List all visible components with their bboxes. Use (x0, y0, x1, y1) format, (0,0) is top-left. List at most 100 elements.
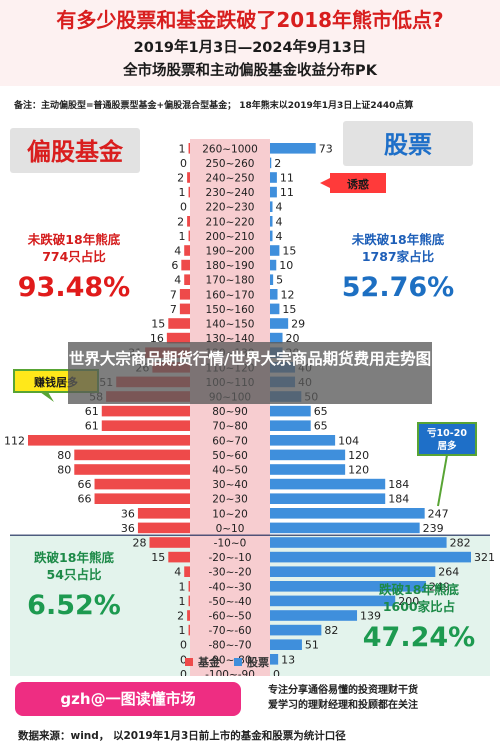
stock-below-pct: 47.24% (363, 622, 475, 653)
category-label: -60~-50 (208, 611, 251, 623)
fund-value-label: 28 (133, 537, 147, 550)
fund-value-label: 1 (179, 142, 186, 155)
category-label: 40~50 (212, 465, 248, 477)
fund-value-label: 61 (85, 405, 99, 418)
fund-value-label: 80 (57, 464, 71, 477)
fund-title: 偏股基金 (27, 138, 124, 166)
fund-bar (188, 230, 190, 242)
fund-bar (188, 143, 190, 154)
stock-value-label: 15 (282, 303, 296, 316)
fund-bar (179, 303, 190, 315)
fund-bar (179, 289, 190, 300)
category-label: 180~190 (206, 260, 255, 272)
stock-above-line1: 未跌破18年熊底 (351, 232, 445, 247)
stock-value-label: 120 (348, 449, 369, 462)
stock-bar (270, 259, 277, 271)
fund-bar (101, 420, 190, 431)
fund-value-label: 1 (179, 595, 186, 608)
fund-bar (149, 537, 190, 548)
stock-value-label: 10 (279, 259, 293, 272)
fund-bar (184, 245, 190, 256)
stock-value-label: 4 (276, 215, 283, 228)
category-label: 160~170 (206, 289, 255, 301)
stock-value-label: 249 (429, 580, 450, 593)
fund-value-label: 36 (121, 507, 135, 520)
category-label: -80~-70 (208, 640, 251, 652)
stock-bar (270, 405, 311, 417)
stock-bar (270, 551, 471, 563)
stock-bar (270, 318, 289, 329)
stock-bar (270, 508, 425, 519)
category-label: 10~20 (212, 508, 248, 520)
fund-bar (187, 610, 190, 621)
fund-value-label: 0 (180, 201, 187, 214)
stock-bar (270, 201, 273, 212)
fund-above-line1: 未跌破18年熊底 (27, 232, 121, 247)
fund-value-label: 1 (179, 230, 186, 243)
stock-bar (270, 654, 279, 665)
fund-value-label: 4 (174, 274, 181, 287)
stock-value-label: 2 (274, 157, 281, 170)
stock-bar (270, 186, 277, 198)
fund-bar (94, 493, 190, 504)
fund-bar (184, 566, 190, 577)
stock-tag: 诱惑 (347, 177, 369, 191)
fund-value-label: 2 (177, 610, 184, 623)
fund-value-label: 2 (177, 172, 184, 185)
stock-bar (270, 522, 420, 534)
stock-bar (270, 143, 316, 154)
stock-bar (270, 157, 272, 169)
stock-bar (270, 230, 273, 242)
promo-line-2: 爱学习的理财经理和投顾都在关注 (268, 700, 418, 711)
stock-bar (270, 566, 436, 577)
stock-bar (270, 245, 280, 256)
fund-bar (166, 332, 190, 344)
stock-value-label: 264 (438, 566, 459, 579)
fund-bar (137, 522, 190, 534)
stock-value-label: 200 (398, 595, 419, 608)
fund-value-label: 15 (151, 318, 165, 331)
stock-bar (270, 639, 302, 650)
stock-bar (270, 289, 278, 300)
category-label: 80~90 (212, 406, 248, 418)
fund-below-line1: 跌破18年熊底 (34, 550, 114, 565)
stock-value-label: 13 (281, 653, 295, 666)
fund-value-label: 7 (170, 303, 177, 316)
stock-value-label: 65 (314, 405, 328, 418)
category-label: 250~260 (206, 158, 255, 170)
legend-fund-swatch (185, 658, 193, 666)
fund-value-label: 0 (180, 668, 187, 676)
fund-bar (184, 274, 190, 285)
fund-tag: 赚钱居多 (33, 375, 78, 389)
stock-bar (270, 172, 277, 183)
fund-bar (188, 595, 190, 607)
overlay-banner: 世界大宗商品期货行情/世界大宗商品期货费用走势图 (68, 342, 432, 404)
fund-value-label: 0 (180, 639, 187, 652)
fund-title-box (10, 128, 140, 173)
fund-value-label: 66 (78, 478, 92, 491)
stock-tag2-arrow (437, 454, 448, 507)
category-label: 150~160 (206, 304, 255, 316)
category-label: 50~60 (212, 450, 248, 462)
fund-bar (137, 508, 190, 519)
stock-bar (270, 610, 358, 621)
category-label: -20~-10 (208, 552, 251, 564)
fund-value-label: 2 (177, 215, 184, 228)
stock-above-line2: 1787家占比 (362, 249, 435, 264)
category-label: 70~80 (212, 421, 248, 433)
category-label: -40~-30 (208, 581, 251, 593)
category-label: 240~250 (206, 173, 255, 185)
fund-value-label: 0 (180, 157, 187, 170)
category-label: 20~30 (212, 494, 248, 506)
fund-bar (188, 186, 190, 198)
fund-value-label: 6 (171, 259, 178, 272)
category-label: 140~150 (206, 319, 255, 331)
stock-bar (270, 303, 280, 315)
stock-bar (270, 478, 386, 490)
category-label: 170~180 (206, 275, 255, 287)
gzh-badge: gzh@一图读懂市场 (15, 682, 241, 716)
stock-title: 股票 (384, 131, 432, 159)
category-label: 0~10 (216, 523, 245, 535)
fund-bar (74, 464, 190, 475)
